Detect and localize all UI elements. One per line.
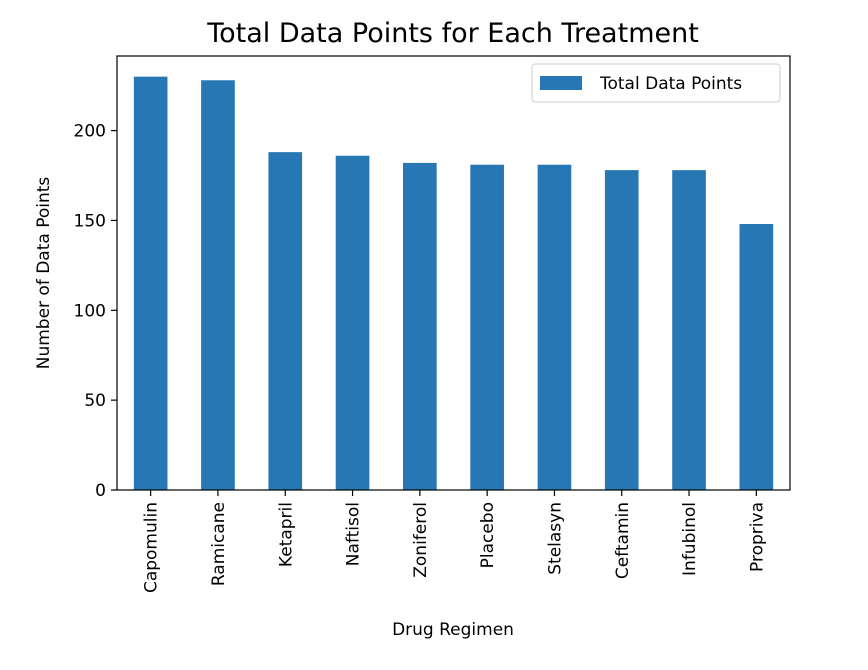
legend-box — [531, 63, 781, 103]
y-axis: 0 50 100 150 200 — [74, 122, 117, 501]
x-tick-label: Ceftamin — [613, 502, 633, 579]
x-tick-label: Stelasyn — [545, 502, 565, 575]
bar-propriva — [739, 224, 774, 490]
bar-ceftamin — [604, 170, 639, 490]
bar-capomulin — [133, 76, 168, 491]
x-tick-label: Infubinol — [680, 502, 700, 576]
legend: Total Data Points — [531, 63, 781, 103]
bars-layer — [133, 76, 774, 491]
y-tick-label: 100 — [74, 301, 106, 321]
y-tick-label: 200 — [74, 122, 106, 142]
chart-title: Total Data Points for Each Treatment — [206, 18, 699, 49]
x-tick-label: Ramicane — [209, 502, 229, 586]
bar-zoniferol — [403, 162, 437, 490]
y-tick-label: 0 — [95, 481, 106, 501]
x-axis: Capomulin Ramicane Ketapril Naftisol Zonifer… — [142, 490, 767, 593]
x-tick-label: Ketapril — [276, 502, 296, 567]
x-tick-label: Propriva — [747, 502, 767, 572]
legend-swatch — [540, 76, 582, 90]
x-tick-label: Zoniferol — [411, 502, 431, 578]
legend-label: Total Data Points — [599, 74, 742, 94]
bar-naftisol — [335, 155, 370, 491]
bar-placebo — [470, 164, 504, 490]
y-axis-label: Number of Data Points — [34, 177, 54, 370]
bar-stelasyn — [537, 164, 572, 490]
x-axis-label: Drug Regimen — [392, 620, 514, 640]
x-tick-label: Naftisol — [344, 502, 364, 566]
y-tick-label: 50 — [84, 391, 106, 411]
x-tick-label: Placebo — [478, 502, 498, 568]
plot-frame — [116, 55, 791, 491]
bar-ketapril — [268, 152, 303, 490]
x-tick-label: Capomulin — [142, 502, 162, 593]
bar-infubinol — [672, 170, 706, 490]
y-tick-label: 150 — [74, 211, 106, 231]
bar-ramicane — [201, 80, 235, 490]
